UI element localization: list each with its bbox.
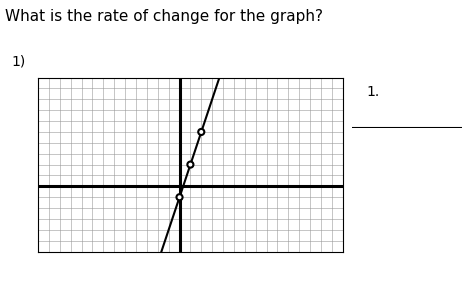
Text: What is the rate of change for the graph?: What is the rate of change for the graph…: [5, 9, 323, 24]
Circle shape: [177, 194, 183, 200]
Circle shape: [188, 162, 193, 168]
Text: 1): 1): [12, 54, 26, 68]
Text: 1.: 1.: [367, 85, 380, 98]
Circle shape: [198, 129, 204, 135]
